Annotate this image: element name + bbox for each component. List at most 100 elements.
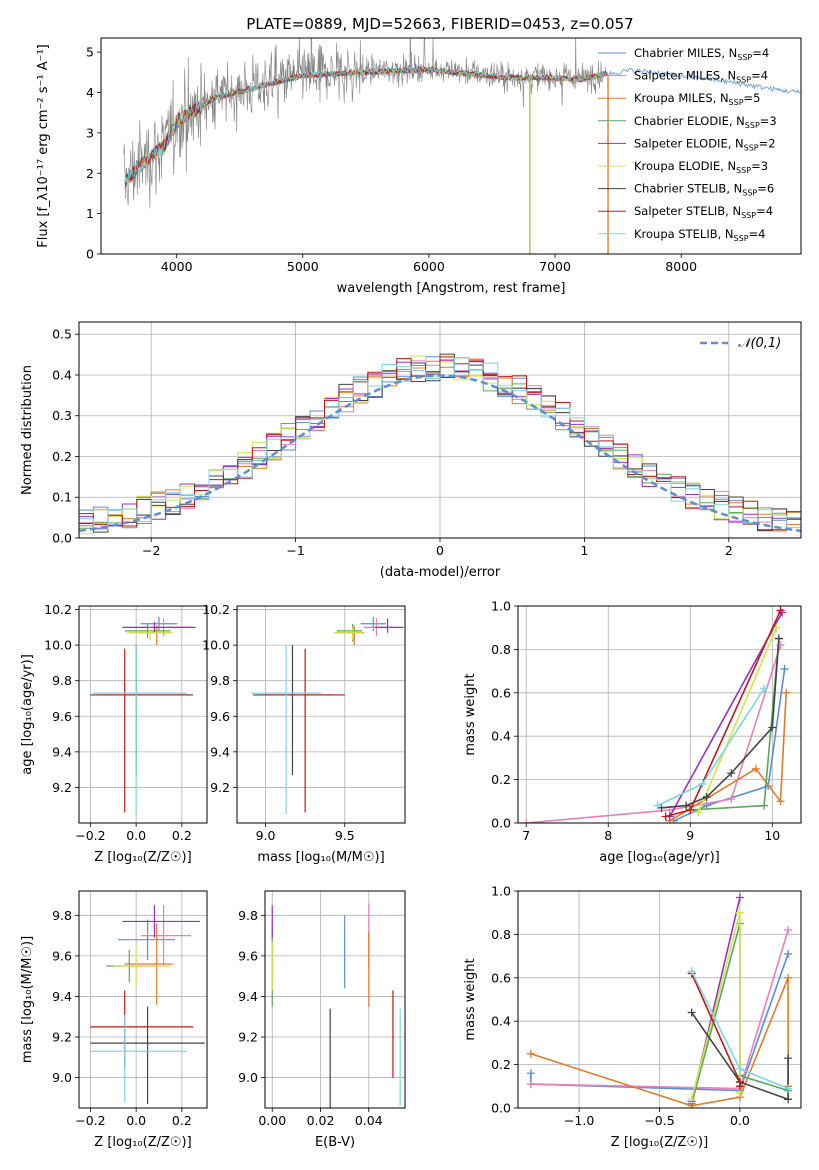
y-tick-label: 0.2 (491, 772, 511, 787)
y-tick-label: 10.0 (44, 638, 72, 653)
legend-count: =6 (757, 182, 774, 196)
model-spectrum-line-kroupa-stelib (124, 66, 608, 184)
weight-vs-Z-panel: −1.0 −0.5 0.0 0.0 0.2 0.4 0.6 0.8 1.0 Z [log₁₀(Z/… (463, 884, 802, 1150)
series-point-marker (780, 664, 789, 673)
spectrum-plot-area (123, 38, 801, 254)
series-point-marker (653, 801, 662, 810)
model-spectrum-line-salpeter-miles (124, 67, 608, 189)
x-tick-label: 0.0 (126, 1113, 146, 1128)
series-line-chabrier-stelib (691, 1012, 789, 1101)
series-point-marker (727, 769, 736, 778)
series-line-kroupa-miles (669, 692, 787, 822)
y-tick-label: 9.6 (238, 948, 258, 963)
spectrum-legend: Chabrier MILES, NSSP=4 Salpeter MILES, NS… (598, 46, 777, 243)
series-point-marker (687, 1008, 696, 1017)
y-tick-label: 10.2 (44, 602, 72, 617)
series-point-marker (682, 801, 691, 810)
mass-vs-Z-frame (78, 890, 208, 1109)
age-vs-Z-plot-area (90, 616, 196, 815)
age-vs-Z-x-axis-label: Z [log₁₀(Z/Z☉)] (94, 850, 191, 865)
legend-entry: Salpeter ELODIE, NSSP=2 (634, 136, 776, 152)
series-point-marker (784, 926, 793, 935)
x-tick-label: 8 (604, 828, 612, 843)
y-tick-label: 9.4 (238, 989, 258, 1004)
age-vs-mass-x-axis-label: mass [log₁₀(M/M☉)] (257, 850, 384, 865)
series-line-salpeter-stelib (665, 609, 782, 818)
y-tick-label: 9.6 (210, 709, 230, 724)
age-vs-Z-frame (78, 605, 208, 824)
x-tick-label: 0.2 (172, 828, 192, 843)
series-point-marker (776, 606, 785, 615)
y-tick-label: 10.2 (202, 602, 230, 617)
weight-vs-age-x-axis-label: age [log₁₀(age/yr)] (599, 850, 720, 865)
x-tick-label: 0.2 (172, 1113, 192, 1128)
x-tick-label: 0.02 (307, 1113, 335, 1128)
x-tick-label: 10 (764, 828, 780, 843)
age-vs-mass-panel: 9.0 9.5 9.2 9.4 9.6 9.8 10.0 10.2 mass [log₁₀(M/… (202, 602, 406, 865)
legend-subscript: SSP (744, 143, 759, 152)
legend-count: =3 (760, 114, 777, 128)
legend-count: =3 (751, 159, 768, 173)
y-tick-label: 9.6 (52, 709, 72, 724)
mass-vs-Z-x-axis-label: Z [log₁₀(Z/Z☉)] (94, 1135, 191, 1150)
series-point-marker (782, 688, 791, 697)
x-tick-label: 7 (522, 828, 530, 843)
age-vs-Z-y-axis-label: age [log₁₀(age/yr)] (20, 654, 35, 775)
series-point-marker (772, 623, 781, 632)
histogram-chabrier-stelib (79, 353, 801, 533)
series-point-marker (784, 973, 793, 982)
spectrum-panel: 4000 5000 6000 7000 8000 0 1 2 3 4 5 wavelength [An… (36, 37, 802, 296)
x-tick-label: −0.2 (75, 1113, 105, 1128)
series-point-marker (768, 723, 777, 732)
legend-entry: Kroupa MILES, NSSP=5 (634, 91, 760, 107)
x-tick-label: 0.0 (126, 828, 146, 843)
y-tick-label: 4 (86, 85, 94, 100)
y-tick-label: 0.3 (52, 408, 72, 423)
y-tick-label: 9.2 (52, 1030, 72, 1045)
legend-subscript: SSP (736, 166, 751, 175)
x-tick-label: −0.2 (75, 828, 105, 843)
series-point-marker (687, 1095, 696, 1104)
y-tick-label: 0.2 (52, 449, 72, 464)
series-point-marker (784, 1084, 793, 1093)
y-tick-label: 0.8 (491, 927, 511, 942)
y-tick-label: 5 (86, 45, 94, 60)
y-tick-label: 9.2 (52, 780, 72, 795)
weight-vs-age-plot-area (522, 606, 791, 823)
y-tick-label: 0.0 (491, 1101, 511, 1116)
spectrum-y-axis-label: Flux [f_λ10⁻¹⁷ erg cm⁻² s⁻¹ A⁻¹] (36, 44, 51, 248)
spectrum-frame (100, 37, 802, 255)
x-tick-label: −0.5 (644, 1113, 674, 1128)
x-tick-label: 0.0 (730, 1113, 750, 1128)
legend-subscript: SSP (745, 121, 760, 130)
series-line-kroupa-elodie (697, 627, 778, 813)
y-tick-label: 9.8 (52, 673, 72, 688)
series-point-marker (661, 812, 670, 821)
series-point-marker (686, 805, 695, 814)
residuals-x-axis-label: (data-model)/error (380, 565, 501, 580)
series-point-marker (522, 819, 531, 823)
legend-count: =4 (756, 204, 773, 218)
legend-count: =2 (759, 136, 776, 150)
y-tick-label: 9.8 (210, 673, 230, 688)
y-tick-label: 9.0 (238, 1070, 258, 1085)
series-point-marker (694, 808, 703, 817)
y-tick-label: 0.0 (52, 531, 72, 546)
mass-vs-ebv-plot-area (271, 903, 401, 1108)
series-point-marker (784, 1054, 793, 1063)
x-tick-label: 0.00 (258, 1113, 286, 1128)
x-tick-label: 2 (725, 543, 733, 558)
legend-subscript: SSP (737, 53, 752, 62)
legend-entry: 𝒩(0,1) (738, 336, 781, 351)
age-vs-mass-plot-area (251, 616, 404, 815)
y-tick-label: 1 (86, 206, 94, 221)
legend-count: =4 (749, 227, 766, 241)
legend-entry: Kroupa ELODIE, NSSP=3 (634, 159, 768, 175)
age-vs-mass-frame (236, 605, 406, 824)
legend-count: =5 (744, 91, 761, 105)
series-point-marker (526, 1049, 535, 1058)
residuals-panel: −2 −1 0 1 2 0.0 0.1 0.2 0.3 0.4 0.5 (data-model)/er… (20, 321, 802, 580)
weight-vs-Z-plot-area (526, 893, 793, 1108)
model-spectrum-line-chabrier-stelib (124, 65, 608, 187)
series-point-marker (760, 801, 769, 810)
